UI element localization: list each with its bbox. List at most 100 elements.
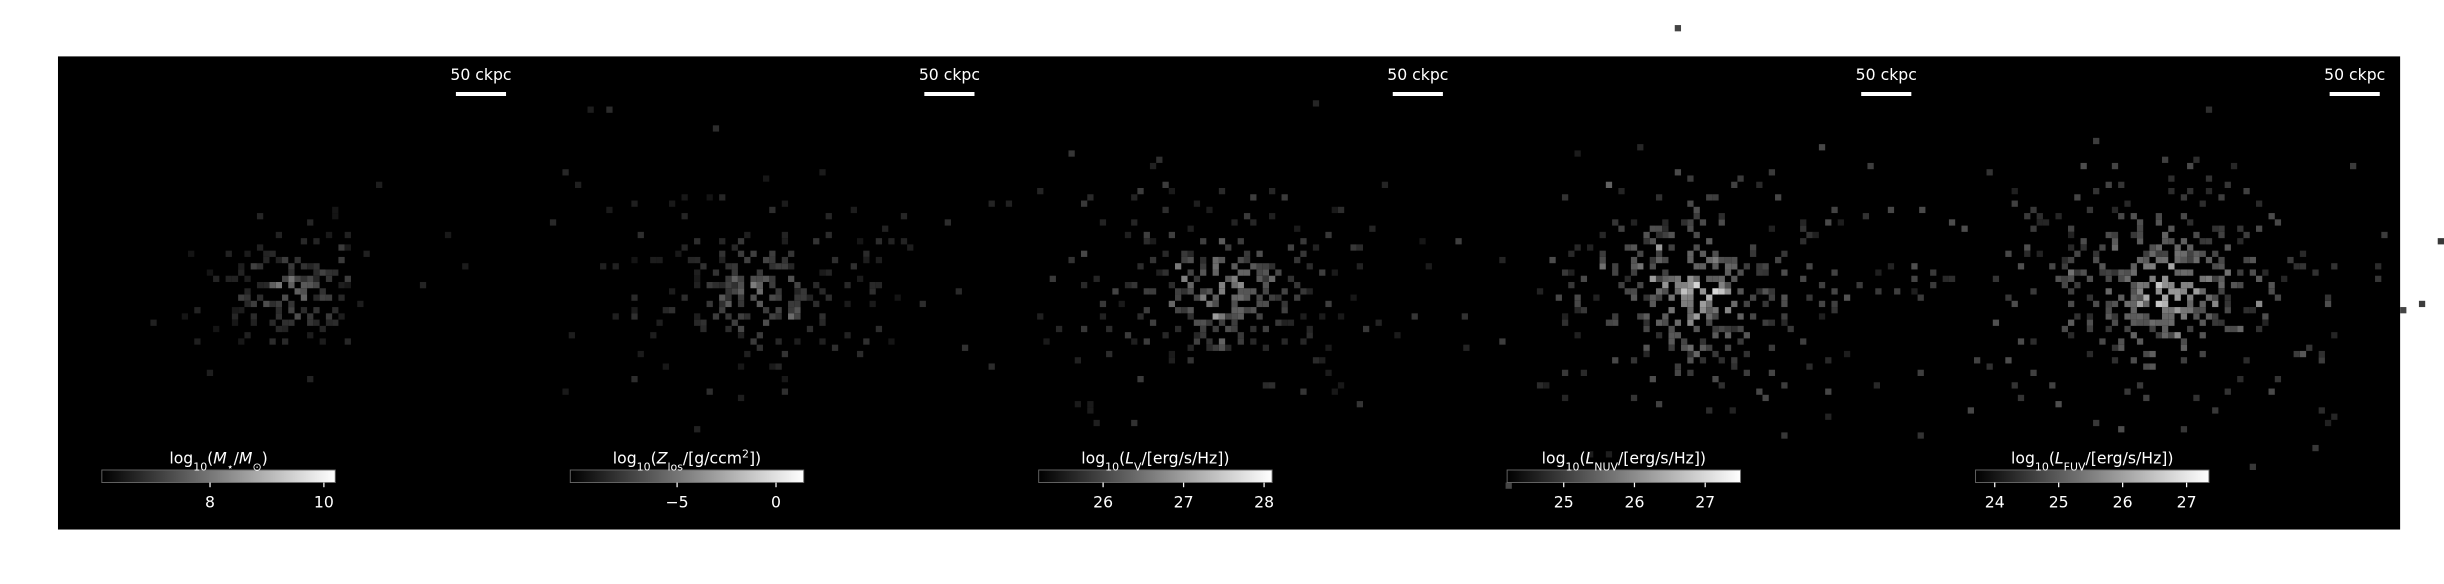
image-pixel [1200, 269, 1207, 276]
image-pixel [2199, 319, 2206, 326]
image-pixel [756, 269, 763, 276]
image-pixel [2212, 275, 2219, 282]
image-pixel [1948, 275, 1956, 282]
image-pixel [1156, 269, 1163, 276]
image-pixel [1687, 313, 1694, 320]
image-pixel [300, 275, 308, 282]
image-pixel [1243, 256, 1251, 264]
image-pixel [1637, 313, 1644, 320]
image-pixel [794, 281, 801, 289]
image-pixel [1275, 294, 1282, 301]
image-pixel [256, 263, 264, 270]
image-pixel [1693, 206, 1700, 214]
image-pixel [1756, 388, 1763, 395]
image-pixel [338, 244, 345, 251]
image-pixel [2174, 269, 2181, 276]
image-pixel [681, 244, 688, 251]
image-pixel [1655, 401, 1663, 408]
image-pixel [731, 275, 738, 282]
scale-bar-label: 50 ckpc [919, 65, 980, 84]
image-pixel [1737, 175, 1744, 182]
image-pixel [1843, 294, 1851, 301]
image-pixel [1200, 319, 1207, 326]
image-pixel [1781, 313, 1788, 320]
image-pixel [376, 181, 383, 188]
image-pixel [1712, 288, 1719, 295]
image-pixel [294, 256, 301, 264]
image-pixel [2149, 319, 2156, 326]
image-pixel [2187, 300, 2194, 308]
image-pixel [794, 300, 801, 308]
image-pixel [2180, 344, 2188, 351]
image-pixel [2161, 319, 2169, 326]
image-pixel [1300, 250, 1307, 257]
image-pixel [1724, 344, 1732, 351]
image-pixel [1149, 238, 1157, 245]
image-pixel [2080, 269, 2087, 276]
image-pixel [238, 294, 245, 301]
image-pixel [2130, 263, 2137, 270]
image-pixel [2130, 307, 2137, 314]
image-pixel [1043, 338, 1050, 345]
image-pixel [1731, 181, 1738, 188]
image-pixel [1237, 256, 1244, 264]
image-pixel [2105, 307, 2112, 314]
image-pixel [325, 313, 333, 320]
image-pixel [1106, 325, 1113, 333]
image-pixel [2130, 300, 2137, 308]
image-pixel [1806, 363, 1813, 370]
image-pixel [1712, 250, 1719, 257]
image-pixel [244, 300, 251, 308]
image-pixel [1599, 250, 1606, 257]
image-pixel [1649, 300, 1656, 308]
image-pixel [2174, 294, 2181, 301]
label-part: L [1125, 449, 1134, 468]
image-pixel [825, 294, 832, 301]
image-pixel [1712, 275, 1719, 282]
image-pixel [2036, 219, 2043, 226]
image-pixel [2274, 375, 2282, 383]
image-pixel [1262, 263, 1269, 270]
image-pixel [1674, 275, 1682, 282]
image-pixel [244, 275, 251, 282]
image-pixel [2187, 219, 2194, 226]
image-pixel [2318, 357, 2325, 364]
image-pixel [2193, 250, 2200, 257]
image-pixel [863, 256, 870, 264]
image-pixel [1175, 307, 1182, 314]
image-pixel [694, 256, 701, 264]
image-pixel [1168, 281, 1176, 289]
image-pixel [2187, 307, 2194, 314]
image-pixel [256, 213, 264, 220]
image-pixel [1643, 325, 1650, 333]
image-pixel [1706, 238, 1713, 245]
image-pixel [2143, 350, 2150, 358]
image-pixel [2061, 263, 2068, 270]
label-part: log [169, 449, 193, 468]
image-pixel [1693, 313, 1700, 320]
image-pixel [1580, 275, 1588, 282]
image-pixel [1718, 382, 1725, 389]
image-pixel [2243, 187, 2250, 195]
image-pixel [1668, 338, 1675, 345]
image-pixel [719, 194, 726, 201]
image-pixel [269, 338, 276, 345]
image-pixel [869, 281, 876, 289]
image-pixel [737, 250, 745, 257]
label-part: log [1081, 449, 1105, 468]
image-pixel [2143, 313, 2150, 320]
image-pixel [2155, 250, 2162, 257]
image-pixel [606, 206, 613, 214]
image-pixel [2174, 288, 2181, 295]
image-pixel [2224, 181, 2231, 188]
image-pixel [1762, 319, 1769, 326]
image-pixel [1762, 394, 1769, 402]
image-pixel [294, 275, 301, 282]
image-pixel [1800, 219, 1807, 226]
colorbar-label: log10(LV/[erg/s/Hz]) [1081, 449, 1229, 474]
image-pixel [1775, 256, 1782, 264]
image-pixel [2161, 281, 2169, 289]
image-pixel [1706, 256, 1713, 264]
image-pixel [1237, 294, 1244, 301]
image-pixel [1200, 256, 1207, 264]
